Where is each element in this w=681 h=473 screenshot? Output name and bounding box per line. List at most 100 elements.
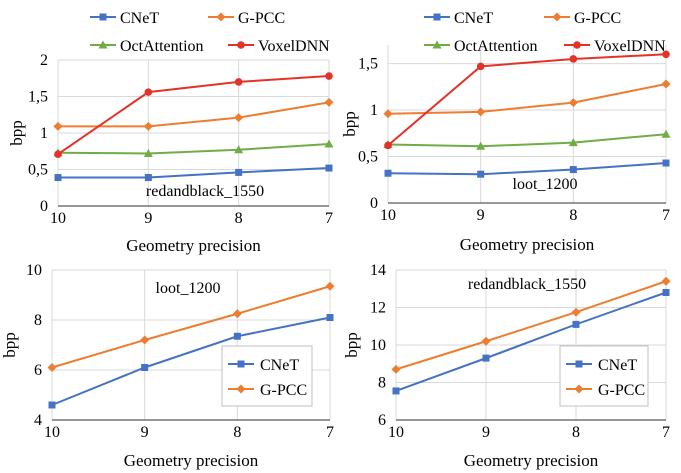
x-tick-label: 7 bbox=[325, 210, 333, 227]
y-tick-label: 6 bbox=[34, 362, 42, 379]
data-point bbox=[661, 129, 671, 138]
x-tick-label: 7 bbox=[662, 207, 670, 224]
legend-marker bbox=[433, 13, 441, 21]
data-point bbox=[47, 363, 57, 372]
y-tick-label: 0,5 bbox=[28, 162, 48, 179]
x-tick-label: 10 bbox=[50, 210, 66, 227]
y-axis-label: bpp bbox=[342, 332, 361, 358]
series-line bbox=[58, 167, 330, 179]
data-point bbox=[143, 121, 153, 131]
legend-marker bbox=[552, 12, 562, 22]
legend-label: OctAttention bbox=[120, 38, 204, 55]
data-point bbox=[392, 387, 400, 395]
data-point bbox=[53, 121, 63, 131]
data-point bbox=[325, 281, 335, 291]
x-tick-label: 7 bbox=[326, 424, 334, 441]
x-tick-label: 9 bbox=[141, 424, 149, 441]
x-axis-label: Geometry precision bbox=[126, 236, 261, 255]
y-tick-label: 0 bbox=[40, 198, 48, 215]
data-point bbox=[568, 138, 578, 147]
legend-label: OctAttention bbox=[454, 38, 538, 55]
series-line bbox=[387, 83, 667, 115]
data-point bbox=[324, 139, 334, 148]
legend-label: G-PCC bbox=[574, 10, 621, 27]
data-point bbox=[661, 276, 671, 286]
y-tick-label: 8 bbox=[34, 312, 42, 329]
chart-title: redandblack_1550 bbox=[468, 276, 586, 293]
data-point bbox=[324, 97, 334, 107]
legend-item: G-PCC bbox=[228, 382, 307, 399]
series-voxeldnn bbox=[384, 50, 670, 150]
data-point bbox=[662, 289, 670, 296]
data-point bbox=[141, 364, 149, 371]
series-line bbox=[58, 101, 330, 128]
y-tick-label: 1 bbox=[40, 125, 48, 142]
data-point bbox=[568, 98, 578, 108]
series-cnet bbox=[48, 314, 334, 409]
data-point bbox=[384, 141, 392, 150]
x-tick-label: 9 bbox=[144, 210, 152, 227]
legend-label: G-PCC bbox=[260, 382, 307, 399]
y-tick-label: 1,5 bbox=[358, 56, 378, 73]
legend-label: VoxelDNN bbox=[258, 38, 330, 55]
y-tick-label: 6 bbox=[378, 412, 386, 429]
legend-label: G-PCC bbox=[598, 382, 645, 399]
data-point bbox=[144, 174, 152, 182]
x-tick-label: 8 bbox=[233, 424, 241, 441]
data-point bbox=[571, 307, 581, 317]
data-point bbox=[481, 336, 491, 346]
y-tick-label: 0 bbox=[370, 195, 378, 212]
x-tick-label: 10 bbox=[388, 424, 404, 441]
legend-marker bbox=[216, 12, 226, 22]
data-point bbox=[476, 141, 486, 150]
data-point bbox=[662, 159, 670, 167]
chart-title: loot_1200 bbox=[156, 280, 221, 297]
legend-marker bbox=[237, 360, 245, 368]
series-g-pcc bbox=[53, 97, 334, 131]
series-cnet bbox=[384, 159, 670, 178]
series-line bbox=[57, 142, 330, 155]
y-tick-label: 0,5 bbox=[358, 149, 378, 166]
data-point bbox=[234, 113, 244, 123]
x-tick-label: 8 bbox=[235, 210, 243, 227]
chart-title: loot_1200 bbox=[513, 176, 578, 193]
legend-item: CNeT bbox=[424, 10, 493, 27]
data-point bbox=[232, 309, 242, 319]
data-point bbox=[482, 354, 490, 362]
data-point bbox=[572, 320, 580, 328]
x-tick-label: 8 bbox=[572, 424, 580, 441]
data-point bbox=[569, 55, 578, 63]
data-point bbox=[233, 332, 241, 340]
x-tick-label: 9 bbox=[482, 424, 490, 441]
chart-panel-3: 4 6 8 10 10 9 8 7 Geometry precision bpp loot_1200… bbox=[0, 262, 335, 470]
legend-item: G-PCC bbox=[208, 10, 285, 27]
data-point bbox=[235, 168, 243, 176]
data-point bbox=[143, 148, 153, 157]
series-cnet bbox=[392, 289, 670, 395]
x-axis-label: Geometry precision bbox=[464, 451, 599, 470]
legend-label: VoxelDNN bbox=[594, 38, 666, 55]
series-line bbox=[387, 133, 667, 148]
x-tick-label: 8 bbox=[569, 207, 577, 224]
series-line bbox=[57, 75, 330, 155]
data-point bbox=[384, 169, 392, 177]
y-tick-label: 12 bbox=[370, 300, 386, 317]
y-axis-label: bpp bbox=[340, 111, 359, 137]
legend-marker bbox=[575, 360, 583, 368]
y-tick-label: 1 bbox=[370, 102, 378, 119]
series-line bbox=[51, 285, 331, 369]
chart-panel-4: 6 8 10 12 14 10 9 8 7 Geometry precision bpp redand… bbox=[342, 262, 671, 470]
chart-panel-1: 0 0,5 1 1,5 2 10 9 8 7 Geometry precision bpp redan… bbox=[7, 10, 334, 255]
series-line bbox=[395, 291, 667, 392]
legend-marker bbox=[432, 40, 442, 49]
legend-box bbox=[559, 345, 649, 407]
y-tick-label: 14 bbox=[370, 262, 386, 279]
data-point bbox=[477, 170, 485, 178]
legend-item: G-PCC bbox=[544, 10, 621, 27]
legend-marker bbox=[98, 40, 108, 49]
y-tick-label: 10 bbox=[26, 262, 42, 279]
data-point bbox=[234, 145, 244, 154]
legend-item: G-PCC bbox=[566, 382, 645, 399]
legend-item: OctAttention bbox=[424, 38, 538, 55]
series-voxeldnn bbox=[54, 72, 333, 158]
